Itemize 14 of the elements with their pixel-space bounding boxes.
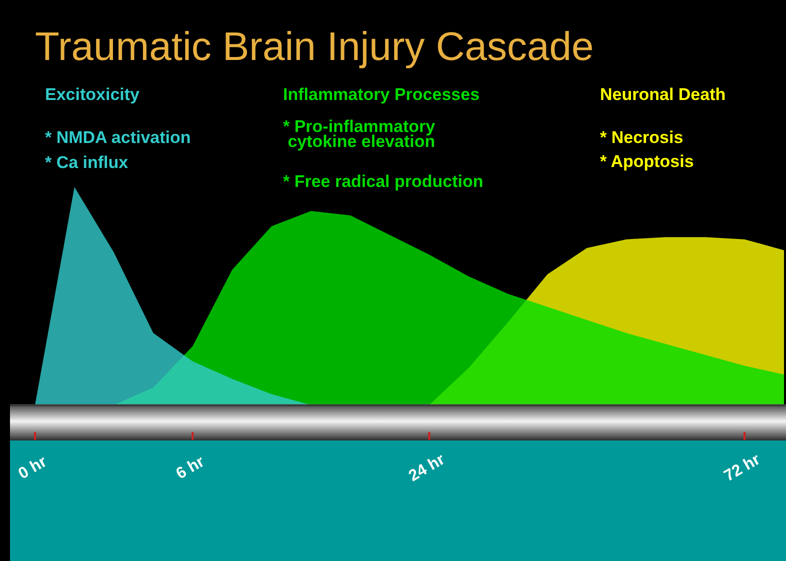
text: Inflammatory Processes bbox=[283, 85, 480, 104]
x-tick-label: 72 hr bbox=[722, 451, 764, 486]
text: * Ca influx bbox=[45, 153, 129, 172]
x-tick-label: 24 hr bbox=[406, 451, 448, 486]
text: Neuronal Death bbox=[600, 85, 726, 104]
text: Excitoxicity bbox=[45, 85, 140, 104]
text: * Necrosis bbox=[600, 128, 684, 147]
text: * NMDA activation bbox=[45, 128, 191, 147]
text: * Pro-inflammatory cytokine elevation bbox=[283, 117, 436, 151]
x-tick-label: 6 hr bbox=[173, 453, 208, 483]
x-tick-label: 0 hr bbox=[16, 453, 50, 483]
chart-title: Traumatic Brain Injury Cascade bbox=[35, 25, 594, 69]
annotation: * Free radical production bbox=[283, 172, 484, 191]
text: * Apoptosis bbox=[600, 152, 694, 171]
